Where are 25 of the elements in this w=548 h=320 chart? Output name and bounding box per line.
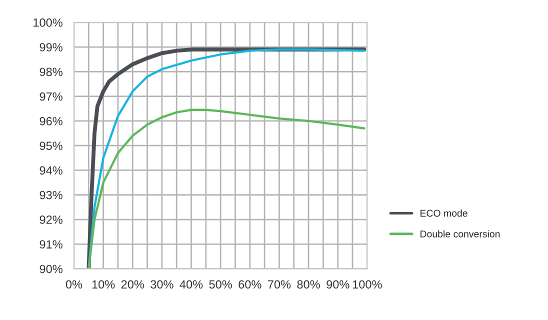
line-series xyxy=(88,108,366,269)
x-tick-label: 0% xyxy=(66,280,82,289)
legend-label: ECO mode xyxy=(420,210,468,217)
y-tick-label: 97% xyxy=(40,92,62,101)
x-tick-label: 20% xyxy=(121,280,144,289)
y-tick-label: 94% xyxy=(40,166,62,175)
y-tick-label: 96% xyxy=(40,116,62,126)
x-tick-label: 90% xyxy=(326,280,350,289)
x-tick-label: 10% xyxy=(92,280,115,289)
x-tick-label: 30% xyxy=(150,280,174,289)
x-tick-label: 50% xyxy=(209,280,232,289)
x-tick-label: 40% xyxy=(180,280,203,289)
x-tick-label: 80% xyxy=(297,280,320,289)
y-tick-label: 91% xyxy=(40,240,62,249)
y-tick-label: 98% xyxy=(40,68,62,76)
x-tick-label: 70% xyxy=(268,280,291,289)
x-tick-label: 60% xyxy=(238,280,262,289)
y-tick-label: 93% xyxy=(40,190,62,200)
y-tick-label: 100% xyxy=(34,18,62,27)
y-tick-label: 92% xyxy=(40,216,62,224)
y-tick-label: 90% xyxy=(40,264,62,274)
y-tick-label: 95% xyxy=(40,142,62,150)
x-tick-label: 100% xyxy=(352,280,382,289)
y-tick-label: 99% xyxy=(40,43,62,52)
legend-label: Double conversion xyxy=(420,230,500,238)
